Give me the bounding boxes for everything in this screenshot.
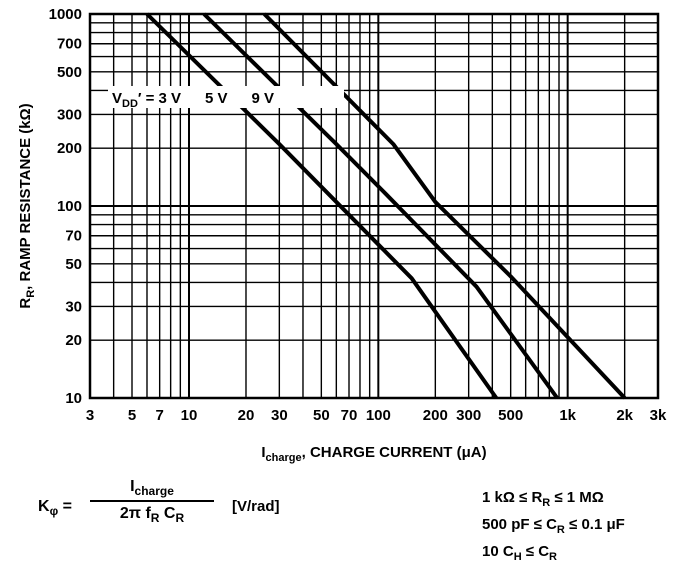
x-tick-label: 500 <box>498 407 523 424</box>
condition-rr: 1 kΩ ≤ RR ≤ 1 MΩ <box>482 489 604 509</box>
y-tick-label: 300 <box>57 106 82 123</box>
y-tick-label: 200 <box>57 140 82 157</box>
plot-frame <box>88 12 660 400</box>
formula-lhs-sub: φ <box>49 504 59 519</box>
x-tick-label: 10 <box>181 407 198 424</box>
conditions: 1 kΩ ≤ RR ≤ 1 MΩ 500 pF ≤ CR ≤ 0.1 μF 10… <box>482 487 625 568</box>
series-line-9v <box>262 12 627 400</box>
formula-unit: [V/rad] <box>232 498 280 515</box>
condition-cr: 500 pF ≤ CR ≤ 0.1 μF <box>482 516 625 536</box>
formula-fraction: Icharge 2π fR CR <box>90 478 214 525</box>
y-tick-label: 1000 <box>49 6 82 23</box>
formula: Kφ = Icharge 2π fR CR [V/rad] <box>38 478 280 538</box>
x-axis-title: Icharge, CHARGE CURRENT (μA) <box>261 444 486 464</box>
x-tick-label: 300 <box>456 407 481 424</box>
x-tick-label: 5 <box>128 407 136 424</box>
chart: 3 5 7 10 20 30 50 70 100 200 300 500 1k 2k 3k 10 20 30 50… <box>17 6 667 464</box>
x-tick-label: 3k <box>650 407 667 424</box>
y-tick-label: 30 <box>65 298 82 315</box>
y-tick-label: 70 <box>65 228 82 245</box>
formula-denominator: 2π fR CR <box>119 505 185 526</box>
y-tick-label: 20 <box>65 332 82 349</box>
x-tick-label: 100 <box>366 407 391 424</box>
x-tick-label: 70 <box>341 407 358 424</box>
x-tick-label: 1k <box>559 407 576 424</box>
formula-lhs: K <box>38 498 50 515</box>
condition-ch: 10 CH ≤ CR <box>482 543 557 563</box>
y-axis-title: RR, RAMP RESISTANCE (kΩ) <box>17 103 37 308</box>
x-tick-label: 50 <box>313 407 330 424</box>
x-tick-labels: 3 5 7 10 20 30 50 70 100 200 300 500 1k 2k 3k <box>86 407 667 424</box>
x-tick-label: 30 <box>271 407 288 424</box>
formula-numerator: Icharge <box>90 478 214 503</box>
x-tick-label: 20 <box>238 407 255 424</box>
y-tick-label: 10 <box>65 390 82 407</box>
y-tick-label: 50 <box>65 256 82 273</box>
grid <box>90 14 658 398</box>
series-label-background <box>108 86 344 108</box>
x-tick-label: 200 <box>423 407 448 424</box>
x-tick-label: 2k <box>616 407 633 424</box>
y-tick-label: 100 <box>57 198 82 215</box>
y-tick-label: 700 <box>57 36 82 53</box>
y-tick-label: 500 <box>57 64 82 81</box>
formula-equals: = <box>62 498 72 515</box>
y-tick-labels: 10 20 30 50 70 100 200 300 500 700 1000 <box>49 6 82 407</box>
x-tick-label: 3 <box>86 407 94 424</box>
x-tick-label: 7 <box>155 407 163 424</box>
